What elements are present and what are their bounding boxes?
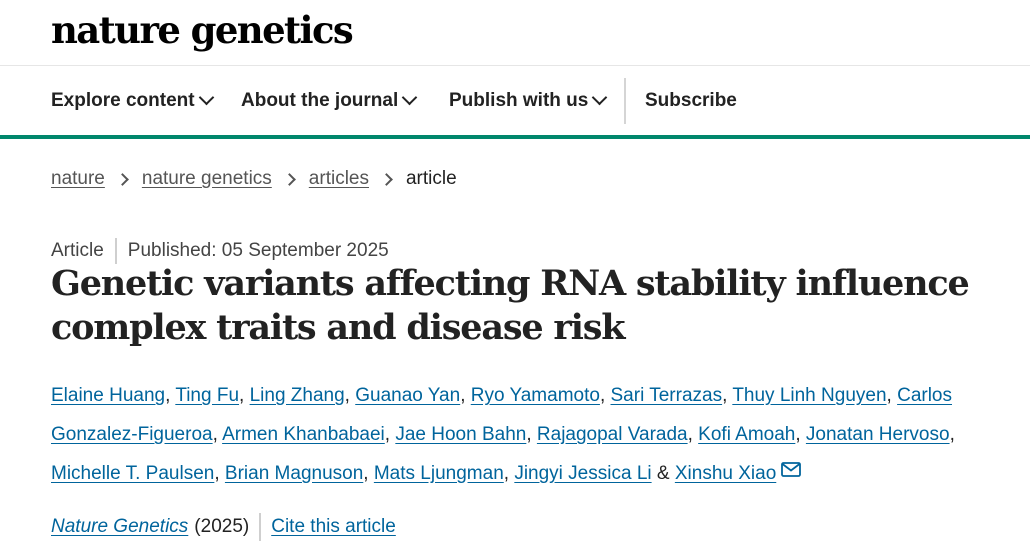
- journal-logo[interactable]: nature genetics: [51, 8, 354, 52]
- nav-divider: [624, 78, 626, 124]
- author-link[interactable]: Mats Ljungman: [373, 463, 504, 484]
- author-link[interactable]: Armen Khanbabaei: [222, 424, 385, 445]
- citation-line: Nature Genetics (2025) Cite this article: [51, 513, 396, 541]
- nav-publish-with-us[interactable]: Publish with us: [449, 66, 608, 135]
- author-link[interactable]: Guanao Yan: [355, 385, 461, 406]
- chevron-right-icon: [282, 172, 296, 186]
- author-link[interactable]: Michelle T. Paulsen: [51, 463, 215, 484]
- author-link[interactable]: Thuy Linh Nguyen: [732, 385, 887, 406]
- breadcrumb-current: article: [405, 168, 457, 189]
- chevron-down-icon: [401, 89, 418, 106]
- publication-year: (2025): [194, 516, 250, 537]
- author-link[interactable]: Kofi Amoah: [698, 424, 796, 445]
- breadcrumb: nature nature genetics articles article: [51, 168, 457, 190]
- author-link[interactable]: Ryo Yamamoto: [470, 385, 600, 406]
- breadcrumb-nature[interactable]: nature: [51, 168, 105, 189]
- breadcrumb-articles[interactable]: articles: [308, 168, 369, 189]
- nav-explore-content-label: Explore content: [51, 89, 195, 111]
- nav-about-the-journal-label: About the journal: [241, 89, 399, 111]
- author-link[interactable]: Ling Zhang: [249, 385, 345, 406]
- chevron-right-icon: [116, 172, 129, 186]
- journal-name-link[interactable]: Nature Genetics: [51, 516, 189, 537]
- author-link[interactable]: Rajagopal Varada: [536, 424, 688, 445]
- meta-divider: [114, 238, 117, 264]
- brand-bar: nature genetics: [0, 0, 1030, 66]
- author-link[interactable]: Brian Magnuson: [224, 463, 364, 484]
- chevron-down-icon: [198, 89, 214, 106]
- author-list: Elaine Huang, Ting Fu, Ling Zhang, Guana…: [51, 385, 955, 484]
- author-joiner: &: [656, 463, 670, 484]
- article-title: Genetic variants affecting RNA stability…: [51, 263, 970, 348]
- citation-divider: [259, 513, 262, 541]
- author-link[interactable]: Jae Hoon Bahn: [395, 424, 527, 445]
- author-link[interactable]: Sari Terrazas: [610, 385, 723, 406]
- author-link[interactable]: Jonatan Hervoso: [805, 424, 950, 445]
- chevron-right-icon: [380, 172, 393, 186]
- nav-publish-with-us-label: Publish with us: [449, 89, 589, 111]
- published-date: Published: 05 September 2025: [127, 240, 389, 261]
- author-link-corresponding[interactable]: Xinshu Xiao: [674, 463, 777, 484]
- nav-about-the-journal[interactable]: About the journal: [241, 66, 418, 135]
- breadcrumb-nature-genetics[interactable]: nature genetics: [141, 168, 272, 189]
- envelope-icon[interactable]: [781, 462, 802, 477]
- subscribe-link[interactable]: Subscribe: [645, 89, 737, 111]
- chevron-down-icon: [592, 89, 608, 106]
- article-meta: Article Published: 05 September 2025: [51, 238, 389, 264]
- author-link[interactable]: Jingyi Jessica Li: [514, 463, 652, 484]
- author-link[interactable]: Ting Fu: [175, 385, 240, 406]
- author-link[interactable]: Elaine Huang: [51, 385, 166, 406]
- author-link[interactable]: Carlos Gonzalez-Figueroa: [51, 385, 952, 445]
- nav-explore-content[interactable]: Explore content: [51, 66, 214, 135]
- main-nav: Explore content About the journal Publis…: [0, 66, 1030, 139]
- article-type: Article: [51, 240, 104, 261]
- cite-article-link[interactable]: Cite this article: [271, 516, 396, 537]
